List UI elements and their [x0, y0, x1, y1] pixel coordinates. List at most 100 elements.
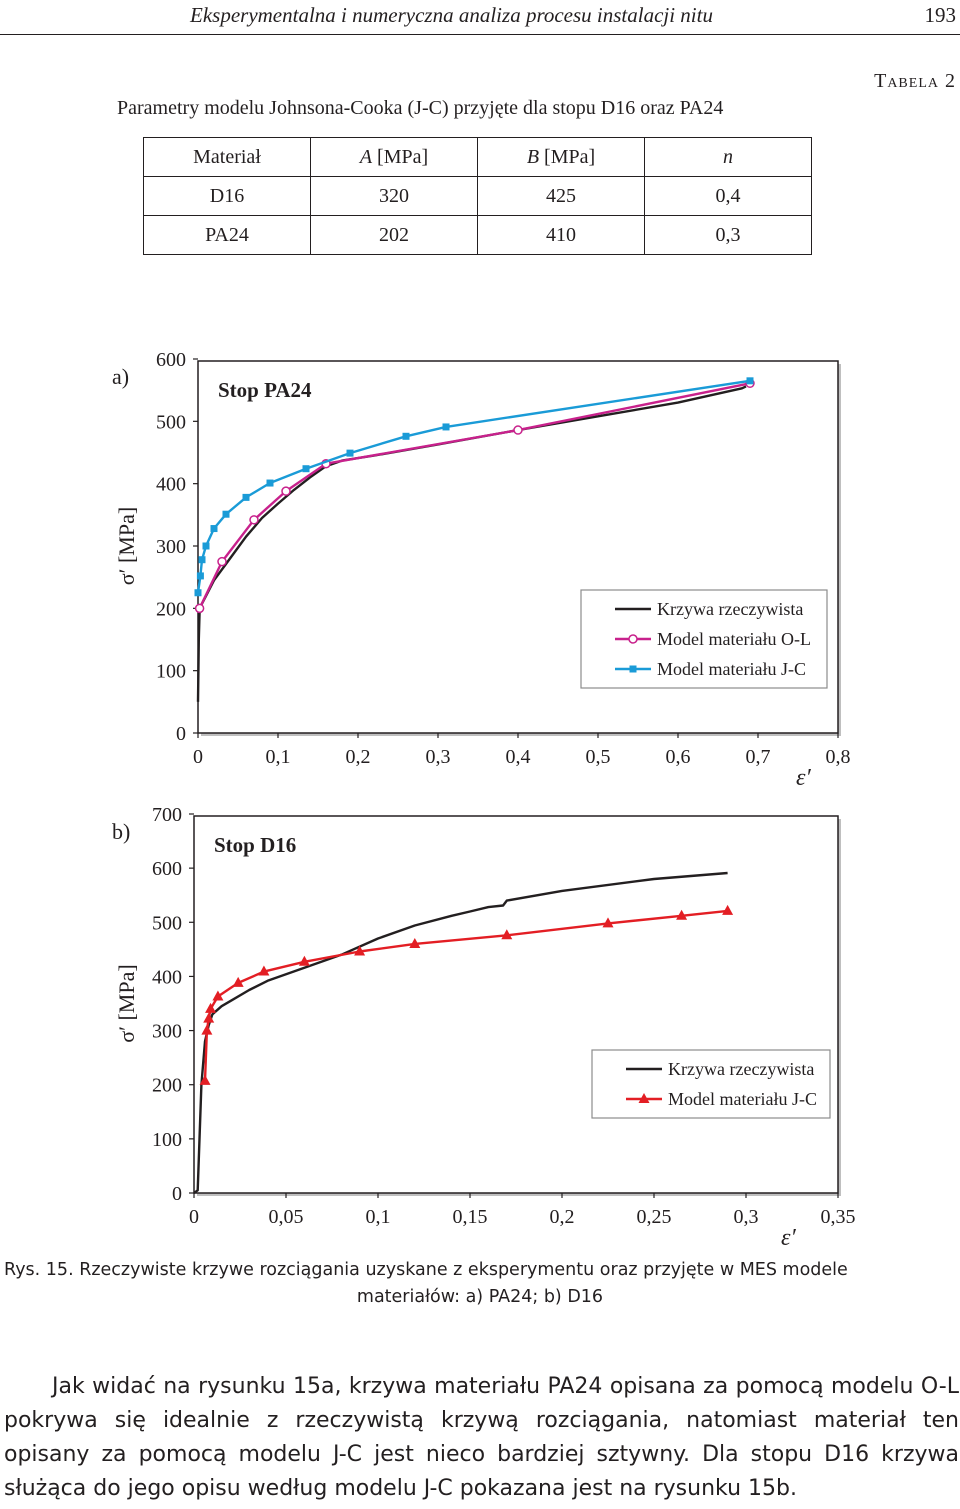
- x-tick-label: 0,6: [666, 746, 691, 768]
- series-3: [194, 377, 754, 597]
- table-cell: 202: [310, 215, 478, 255]
- y-tick-label: 500: [156, 411, 186, 433]
- data-point: [201, 1024, 213, 1035]
- x-tick-label: 0,4: [506, 746, 531, 768]
- data-point: [194, 603, 205, 614]
- data-point: [298, 955, 310, 966]
- legend-entry: Krzywa rzeczywista: [668, 1059, 814, 1079]
- figure-caption-line2: materiałów: a) PA24; b) D16: [356, 1287, 604, 1307]
- data-point: [501, 929, 513, 940]
- legend: Krzywa rzeczywista Model materiału O-L Mod…: [580, 589, 828, 689]
- unit-b: [MPa]: [544, 145, 596, 168]
- y-tick-label: 300: [156, 536, 186, 558]
- table-label: Tabela 2: [874, 70, 956, 92]
- y-tick-label: 400: [152, 966, 182, 988]
- legend-entry: Model materiału J-C: [657, 659, 806, 679]
- x-tick-label: 0,05: [269, 1206, 304, 1228]
- chart-title: Stop PA24: [218, 378, 312, 402]
- data-point: [210, 525, 218, 533]
- table-cell: 320: [310, 176, 478, 216]
- data-point: [222, 510, 230, 518]
- data-point: [205, 1002, 217, 1013]
- y-tick-label: 700: [152, 804, 182, 826]
- body-paragraph: Jak widać na rysunku 15a, krzywa materia…: [4, 1370, 959, 1506]
- table-caption-text: Parametry modelu Johnsona-Cooka (J-C) pr…: [117, 97, 724, 119]
- data-point: [442, 423, 450, 431]
- legend: Krzywa rzeczywista Model materiału J-C: [591, 1049, 831, 1119]
- data-point: [194, 589, 202, 597]
- y-tick-label: 0: [176, 723, 186, 745]
- table-cell: 0,3: [644, 215, 812, 255]
- y-tick-label: 200: [156, 598, 186, 620]
- y-tick-label: 0: [172, 1183, 182, 1205]
- symbol-a: A: [359, 145, 373, 168]
- plot-area-frame: [193, 815, 839, 1194]
- chart-a-container: 0 100 200 300 400 500 600 0 0,1 0,2 0,3 0,4 0,5 0,6 0,…: [0, 340, 960, 800]
- table-row: D16 320 425 0,4: [143, 176, 812, 216]
- series-2: [194, 378, 755, 614]
- figure-caption-line1: Rys. 15. Rzeczywiste krzywe rozciągania …: [4, 1260, 848, 1280]
- x-axis-label: ε′: [781, 1225, 796, 1250]
- series-1: [193, 871, 728, 1194]
- x-tick-label: 0,3: [426, 746, 451, 768]
- data-point: [258, 965, 270, 976]
- legend-entry: Model materiału O-L: [657, 629, 811, 649]
- x-tick-label: 0,1: [366, 1206, 391, 1228]
- table-cell: D16: [143, 176, 311, 216]
- data-point: [202, 542, 210, 550]
- y-axis-label: σ′ [MPa]: [114, 507, 139, 585]
- x-tick-label: 0: [193, 746, 203, 768]
- legend-entry: Krzywa rzeczywista: [657, 599, 803, 619]
- table-header-b: B [MPa]: [477, 137, 645, 177]
- x-tick-label: 0,2: [550, 1206, 575, 1228]
- y-tick-label: 400: [156, 474, 186, 496]
- table-header-row: Materiał A [MPa] B [MPa] n: [143, 137, 812, 177]
- chart-title: Stop D16: [214, 833, 296, 857]
- table-header-a: A [MPa]: [310, 137, 478, 177]
- running-title: Eksperymentalna i numeryczna analiza pro…: [190, 3, 713, 27]
- x-tick-label: 0,5: [586, 746, 611, 768]
- data-point: [203, 1012, 215, 1023]
- data-point: [212, 990, 224, 1001]
- chart-pa24: 0 100 200 300 400 500 600 0 0,1 0,2 0,3 0,4 0,5 0,6 0,…: [112, 349, 851, 791]
- data-point: [281, 486, 291, 496]
- data-point: [232, 976, 244, 987]
- page-number: 193: [924, 3, 957, 27]
- data-point: [676, 909, 688, 920]
- x-tick-label: 0,25: [637, 1206, 672, 1228]
- body-text: Jak widać na rysunku 15a, krzywa materia…: [4, 1374, 959, 1501]
- data-point: [722, 904, 734, 915]
- x-tick-label: 0,1: [266, 746, 291, 768]
- symbol-b: B: [526, 145, 540, 168]
- series-line: [193, 871, 728, 1194]
- x-tick-label: 0,2: [346, 746, 371, 768]
- body-paragraph-container: Jak widać na rysunku 15a, krzywa materia…: [4, 1370, 959, 1506]
- data-point: [249, 515, 259, 525]
- legend-box: [591, 1049, 831, 1119]
- data-point: [217, 556, 227, 567]
- legend-entry: Model materiału J-C: [668, 1089, 817, 1109]
- y-tick-label: 200: [152, 1075, 182, 1097]
- data-point: [409, 937, 421, 948]
- data-point: [242, 493, 250, 501]
- unit-a: [MPa]: [377, 145, 429, 168]
- table-header-material: Materiał: [143, 137, 311, 177]
- panel-label: b): [112, 819, 130, 844]
- table-cell: 0,4: [644, 176, 812, 216]
- y-tick-label: 600: [156, 349, 186, 371]
- legend-marker: [628, 634, 638, 644]
- x-tick-label: 0,3: [734, 1206, 759, 1228]
- table-row: PA24 202 410 0,3: [143, 215, 812, 255]
- table-cell: 410: [477, 215, 645, 255]
- x-tick-label: 0,8: [826, 746, 851, 768]
- y-tick-label: 100: [156, 661, 186, 683]
- data-point: [346, 449, 354, 457]
- data-point: [266, 479, 274, 487]
- chart-b-container: 0 100 200 300 400 500 600 700 0 0,05 0,1 0,15 0,2 0,2…: [0, 800, 960, 1250]
- series-2: [199, 904, 734, 1085]
- data-point: [746, 377, 754, 385]
- data-point: [198, 556, 206, 564]
- x-tick-label: 0,15: [453, 1206, 488, 1228]
- data-point: [513, 425, 523, 435]
- parameters-table: Materiał A [MPa] B [MPa] n D16 320 425 0…: [143, 137, 812, 255]
